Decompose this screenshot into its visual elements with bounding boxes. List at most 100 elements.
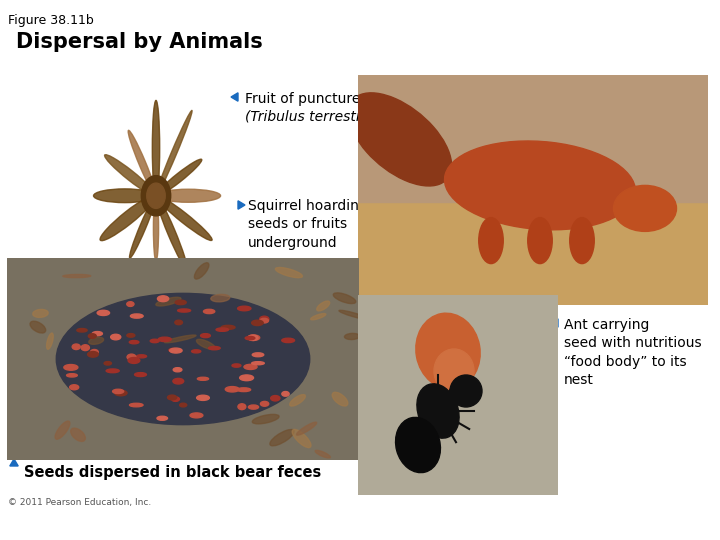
Ellipse shape [112,389,124,394]
Ellipse shape [238,404,246,410]
Circle shape [450,375,482,407]
Ellipse shape [344,333,359,340]
Ellipse shape [81,345,89,350]
Polygon shape [231,93,238,101]
Ellipse shape [204,309,215,314]
Polygon shape [551,319,558,327]
Ellipse shape [197,377,209,380]
Ellipse shape [104,154,156,196]
Ellipse shape [211,294,230,302]
Ellipse shape [417,384,459,438]
Ellipse shape [164,335,196,343]
Polygon shape [7,258,359,460]
Text: Seeds dispersed in black bear feces: Seeds dispersed in black bear feces [24,465,321,481]
Ellipse shape [348,93,451,186]
Polygon shape [358,295,558,495]
Ellipse shape [153,100,160,195]
Ellipse shape [178,309,191,312]
Ellipse shape [94,189,156,202]
Ellipse shape [190,413,203,418]
Ellipse shape [216,328,228,332]
Text: Fruit of puncture vine: Fruit of puncture vine [245,92,394,106]
Ellipse shape [97,310,109,315]
Ellipse shape [72,344,80,349]
Ellipse shape [282,338,294,342]
Ellipse shape [150,339,159,343]
Ellipse shape [171,397,179,401]
Ellipse shape [244,364,257,369]
Ellipse shape [246,336,255,340]
Ellipse shape [157,416,168,420]
Ellipse shape [315,450,330,458]
Text: Figure 38.11b: Figure 38.11b [8,14,94,27]
Polygon shape [358,75,708,201]
Ellipse shape [127,302,134,306]
Ellipse shape [416,313,480,389]
Polygon shape [10,459,18,466]
Ellipse shape [197,339,215,349]
Ellipse shape [147,183,166,208]
Ellipse shape [92,332,102,336]
Ellipse shape [55,421,70,439]
Ellipse shape [156,159,202,196]
Ellipse shape [248,405,258,409]
Ellipse shape [30,321,45,333]
Ellipse shape [111,334,121,340]
Ellipse shape [174,368,182,372]
Ellipse shape [77,328,87,332]
Ellipse shape [158,337,171,342]
Ellipse shape [479,218,503,264]
Ellipse shape [444,141,636,230]
Ellipse shape [104,362,112,365]
Ellipse shape [248,335,258,341]
Ellipse shape [248,335,260,340]
Ellipse shape [237,388,251,392]
Ellipse shape [271,396,280,401]
Ellipse shape [89,338,104,345]
Ellipse shape [310,314,326,320]
Ellipse shape [130,341,139,344]
Ellipse shape [170,348,182,353]
Ellipse shape [168,395,176,400]
Ellipse shape [156,195,187,268]
Ellipse shape [232,364,241,367]
Ellipse shape [332,392,348,406]
Ellipse shape [209,347,220,350]
Ellipse shape [114,390,127,396]
Ellipse shape [270,429,294,446]
Ellipse shape [260,316,269,322]
Ellipse shape [47,333,53,349]
Ellipse shape [127,354,136,360]
Ellipse shape [32,309,48,318]
Ellipse shape [70,384,78,390]
Ellipse shape [66,374,77,377]
Ellipse shape [434,349,474,393]
Ellipse shape [91,349,98,355]
Ellipse shape [333,293,356,303]
Ellipse shape [179,403,186,407]
Ellipse shape [201,334,210,338]
Ellipse shape [89,334,96,339]
Text: Ant carrying
seed with nutritious
“food body” to its
nest: Ant carrying seed with nutritious “food … [564,318,701,387]
Ellipse shape [130,314,143,318]
Ellipse shape [192,350,201,353]
Text: © 2011 Pearson Education, Inc.: © 2011 Pearson Education, Inc. [8,498,151,507]
Ellipse shape [292,429,311,448]
Text: (Tribulus terrestris): (Tribulus terrestris) [245,109,378,123]
Ellipse shape [169,348,177,352]
Ellipse shape [106,369,120,373]
Ellipse shape [88,352,99,357]
Ellipse shape [194,263,209,279]
Ellipse shape [175,300,186,305]
Ellipse shape [128,357,140,363]
Ellipse shape [261,401,269,406]
Ellipse shape [141,176,171,216]
Ellipse shape [128,130,156,196]
Polygon shape [358,201,708,305]
Ellipse shape [252,362,264,364]
Ellipse shape [135,373,146,376]
Ellipse shape [173,379,184,384]
Ellipse shape [240,375,253,381]
Ellipse shape [63,274,91,278]
Ellipse shape [275,267,302,278]
